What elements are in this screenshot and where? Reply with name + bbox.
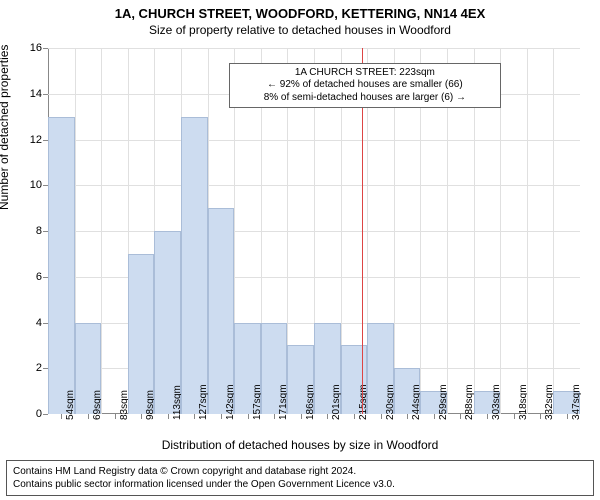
histogram-bar	[48, 117, 75, 414]
x-tick	[381, 414, 382, 419]
y-tick-label: 10	[18, 179, 42, 191]
grid-line-v	[553, 48, 554, 414]
footer-credits: Contains HM Land Registry data © Crown c…	[6, 460, 594, 496]
page-subtitle: Size of property relative to detached ho…	[0, 23, 600, 37]
annotation-line: 8% of semi-detached houses are larger (6…	[235, 92, 495, 105]
x-tick	[221, 414, 222, 419]
x-tick	[567, 414, 568, 419]
x-tick	[487, 414, 488, 419]
footer-line: Contains HM Land Registry data © Crown c…	[13, 465, 587, 478]
y-tick-label: 6	[18, 271, 42, 283]
y-tick-label: 14	[18, 88, 42, 100]
y-tick-label: 12	[18, 134, 42, 146]
histogram-bar	[181, 117, 208, 414]
grid-line-v	[101, 48, 102, 414]
x-tick	[301, 414, 302, 419]
chart-area: 024681012141654sqm69sqm83sqm98sqm113sqm1…	[48, 48, 580, 414]
y-tick-label: 16	[18, 42, 42, 54]
x-tick	[540, 414, 541, 419]
x-tick	[434, 414, 435, 419]
x-tick	[194, 414, 195, 419]
annotation-line: ← 92% of detached houses are smaller (66…	[235, 79, 495, 92]
x-axis-label: Distribution of detached houses by size …	[0, 438, 600, 452]
footer-line: Contains public sector information licen…	[13, 478, 587, 491]
plot-area: 024681012141654sqm69sqm83sqm98sqm113sqm1…	[48, 48, 580, 414]
y-tick-label: 0	[18, 408, 42, 420]
x-tick	[168, 414, 169, 419]
y-axis-label: Number of detached properties	[0, 45, 11, 210]
x-tick	[274, 414, 275, 419]
x-tick	[61, 414, 62, 419]
x-tick	[88, 414, 89, 419]
x-tick	[115, 414, 116, 419]
chart-container: 1A, CHURCH STREET, WOODFORD, KETTERING, …	[0, 0, 600, 500]
x-tick-label: 347sqm	[571, 384, 582, 420]
y-tick-label: 8	[18, 225, 42, 237]
annotation-line: 1A CHURCH STREET: 223sqm	[235, 67, 495, 80]
x-tick	[248, 414, 249, 419]
y-tick-label: 2	[18, 362, 42, 374]
page-title: 1A, CHURCH STREET, WOODFORD, KETTERING, …	[0, 0, 600, 21]
grid-line-v	[527, 48, 528, 414]
y-tick	[43, 94, 48, 95]
y-tick	[43, 48, 48, 49]
y-tick-label: 4	[18, 317, 42, 329]
x-tick	[514, 414, 515, 419]
histogram-bar	[208, 208, 235, 414]
x-tick	[407, 414, 408, 419]
x-tick	[327, 414, 328, 419]
annotation-box: 1A CHURCH STREET: 223sqm← 92% of detache…	[229, 63, 501, 109]
x-tick	[354, 414, 355, 419]
x-tick	[460, 414, 461, 419]
x-tick	[141, 414, 142, 419]
y-tick	[43, 414, 48, 415]
